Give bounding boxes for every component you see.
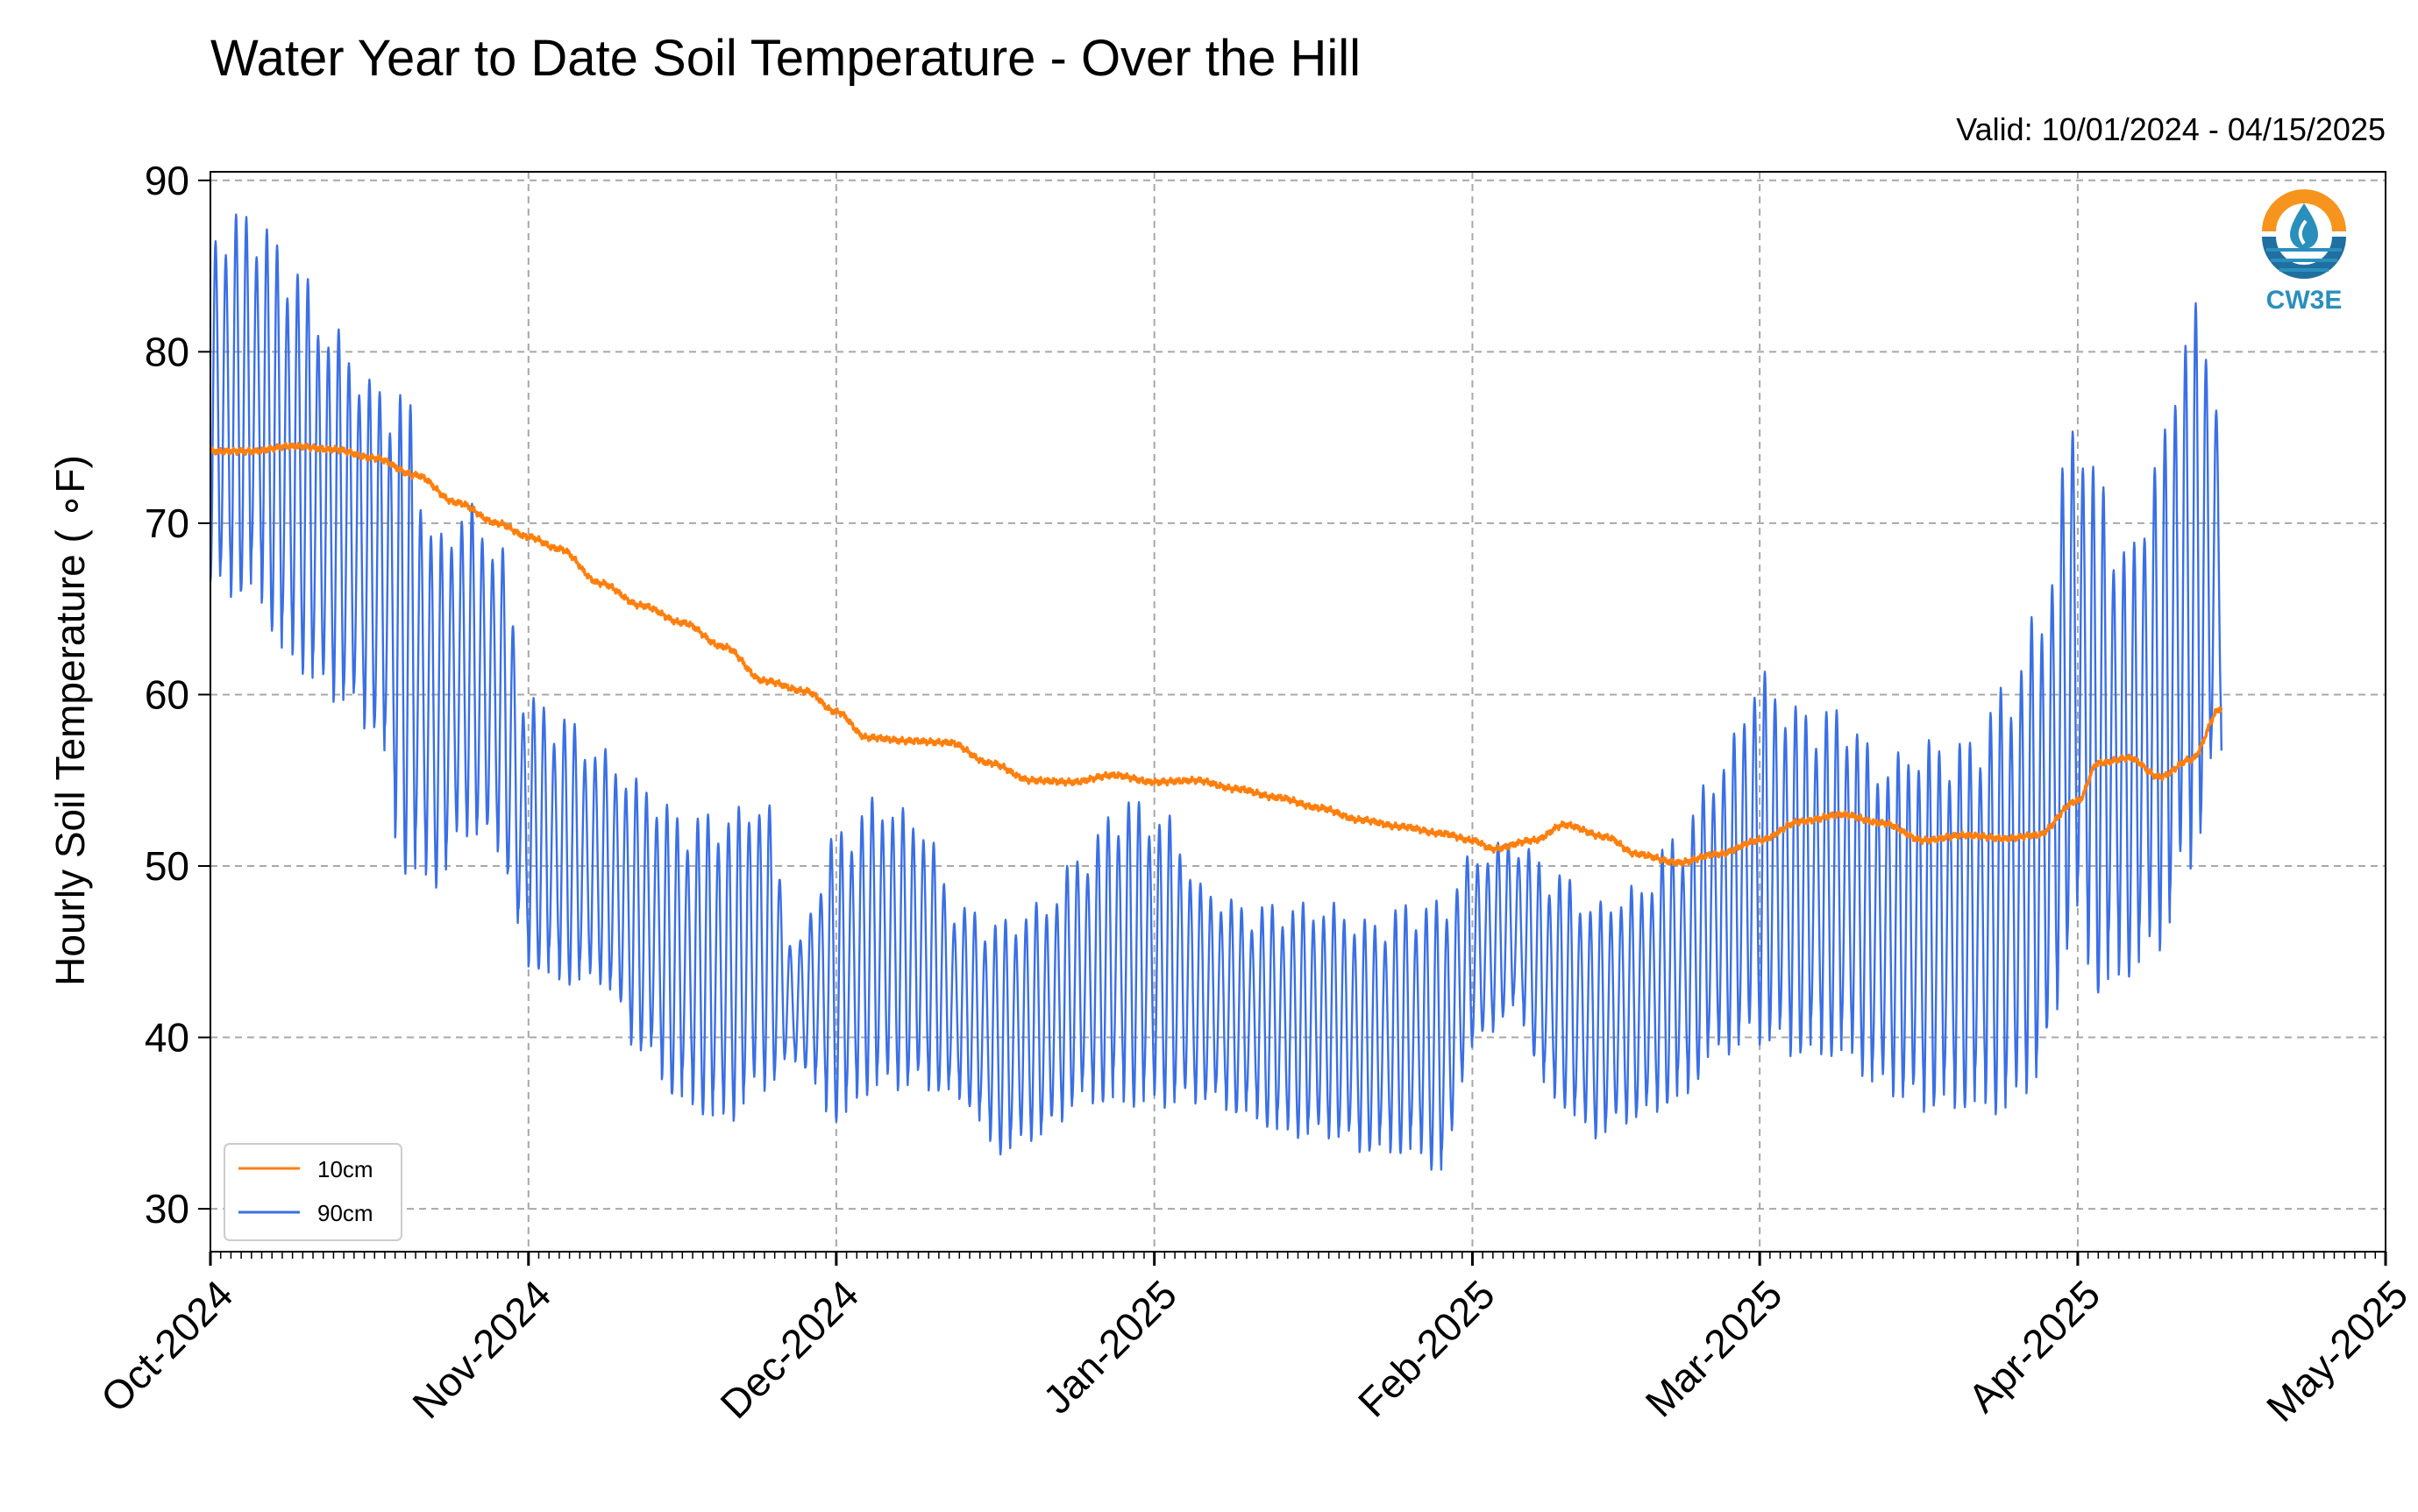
y-axis-label: Hourly Soil Temperature ( ∘F) <box>47 455 93 986</box>
y-tick-label: 80 <box>145 329 189 374</box>
x-tick-label: Mar-2025 <box>1637 1271 1791 1425</box>
x-tick-label: Oct-2024 <box>92 1271 242 1421</box>
series-90cm <box>209 213 2222 1171</box>
legend-box <box>224 1143 402 1241</box>
y-tick-label: 40 <box>145 1015 189 1061</box>
x-tick-label: Jan-2025 <box>1035 1271 1185 1422</box>
y-tick-label: 70 <box>145 500 189 546</box>
x-tick-label: Apr-2025 <box>1959 1271 2109 1421</box>
series-line-90cm <box>209 213 2222 1171</box>
series-layer <box>209 213 2223 1171</box>
legend-label-90cm: 90cm <box>317 1200 373 1226</box>
x-tick-label: Dec-2024 <box>711 1271 867 1427</box>
chart-title: Water Year to Date Soil Temperature - Ov… <box>210 30 1361 87</box>
x-tick-label: Feb-2025 <box>1349 1271 1504 1425</box>
x-tick-label: Nov-2024 <box>403 1271 559 1427</box>
chart-subtitle: Valid: 10/01/2024 - 04/15/2025 <box>1956 111 2386 147</box>
cw3e-logo: CW3E <box>2262 189 2346 315</box>
logo-text: CW3E <box>2266 286 2343 315</box>
series-line-10cm <box>210 442 2223 867</box>
y-tick-label: 30 <box>145 1186 189 1232</box>
legend: 10cm 90cm <box>224 1143 402 1241</box>
legend-label-10cm: 10cm <box>317 1156 373 1182</box>
y-tick-label: 90 <box>145 158 189 203</box>
water-drop-logo-icon <box>2262 189 2346 279</box>
y-tick-label: 60 <box>145 671 189 717</box>
y-tick-label: 50 <box>145 843 189 889</box>
series-10cm <box>210 442 2223 867</box>
x-tick-label: May-2025 <box>2258 1271 2416 1430</box>
